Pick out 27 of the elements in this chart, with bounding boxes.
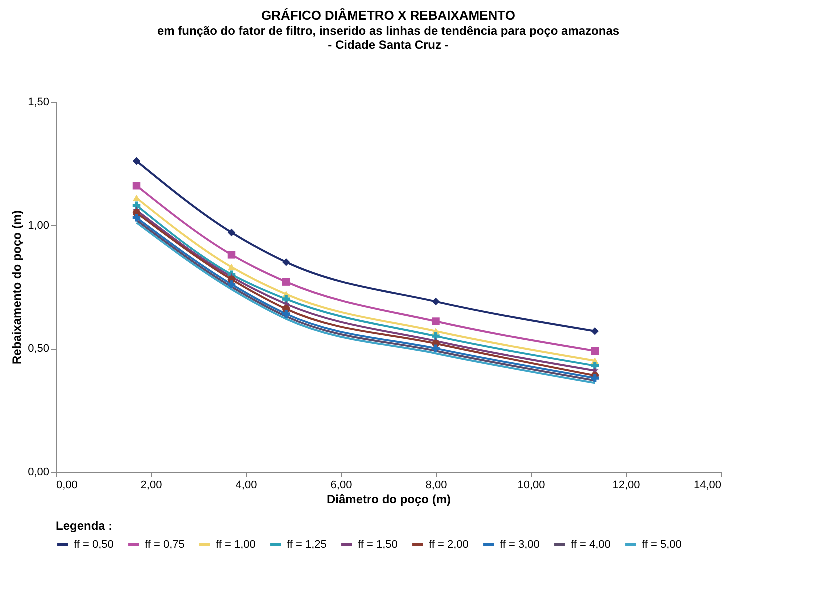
x-tick-label: 10,00	[518, 480, 546, 492]
y-tick-label: 1,50	[28, 96, 50, 108]
legend-label: ff = 0,75	[145, 539, 185, 551]
legend-title: Legenda :	[56, 519, 113, 533]
text: - Cidade Santa Cruz -	[328, 38, 449, 52]
x-tick-label: 6,00	[330, 480, 352, 492]
x-tick-label: 2,00	[140, 480, 162, 492]
legend-label: ff = 1,50	[358, 539, 398, 551]
legend-label: ff = 0,50	[74, 539, 114, 551]
x-tick-label: 4,00	[236, 480, 258, 492]
y-tick-label: 0,00	[28, 466, 50, 478]
chart-title: GRÁFICO DIÂMETRO X REBAIXAMENTO	[262, 8, 516, 23]
legend-label: ff = 4,00	[571, 539, 611, 551]
x-tick-label: 12,00	[612, 480, 640, 492]
x-tick-label: 14,00	[694, 480, 722, 492]
legend-label: ff = 2,00	[429, 539, 469, 551]
y-tick-label: 1,00	[28, 220, 50, 232]
x-tick-label: 8,00	[426, 480, 448, 492]
x-tick-label: 0,00	[56, 480, 78, 492]
legend-label: ff = 1,00	[216, 539, 256, 551]
text: em função do fator de filtro, inserido as linhas de tendência para poço amazonas	[157, 24, 620, 38]
y-axis-title: Rebaixamento do poço (m)	[10, 210, 24, 365]
legend-label: ff = 5,00	[642, 539, 682, 551]
y-tick-label: 0,50	[28, 343, 50, 356]
legend-label: ff = 3,00	[500, 539, 540, 551]
legend-label: ff = 1,25	[287, 539, 327, 551]
x-axis-title: Diâmetro do poço (m)	[326, 492, 452, 506]
